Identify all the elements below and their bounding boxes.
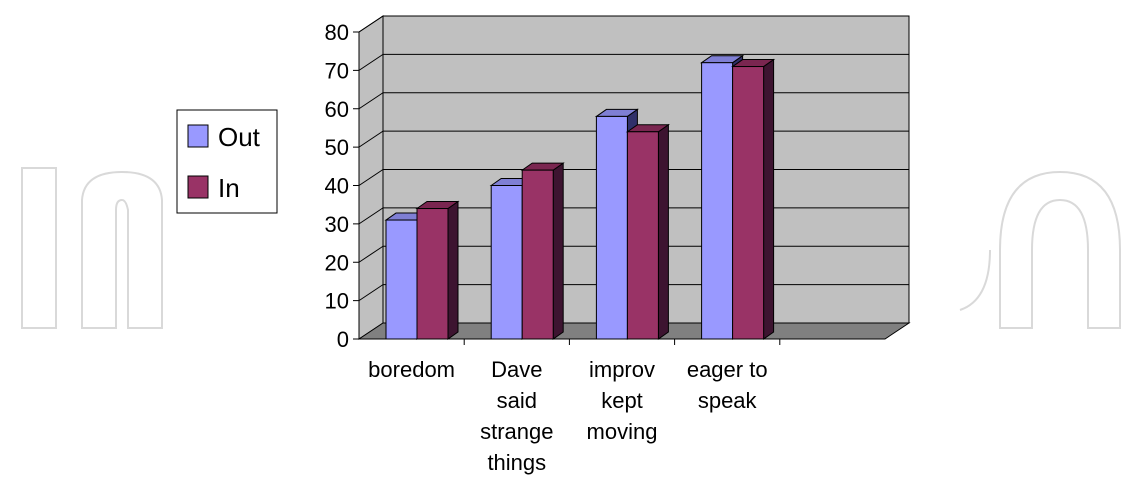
y-tick-label: 80	[325, 20, 349, 45]
x-category-label: said	[497, 388, 537, 413]
x-category-label: Dave	[491, 357, 542, 382]
x-axis-labels: boredom Dave said strange things improv kept mo…	[368, 339, 781, 475]
legend-swatch-out	[187, 124, 209, 148]
y-tick-label: 60	[325, 97, 349, 122]
bars	[384, 54, 776, 340]
legend-swatch-in	[187, 175, 209, 199]
y-tick-label: 70	[325, 58, 349, 83]
gridline	[358, 53, 909, 71]
bar-out	[490, 185, 523, 340]
y-tick-label: 20	[325, 250, 349, 275]
x-category-label: speak	[698, 388, 758, 413]
x-category-label: boredom	[368, 357, 455, 382]
bar-out	[385, 219, 418, 340]
legend: Out In	[176, 109, 278, 214]
bar-side-in	[552, 162, 564, 340]
bar-in	[732, 66, 765, 340]
y-tick-label: 10	[325, 289, 349, 314]
bar-side-in	[657, 123, 669, 340]
x-category-label: strange	[480, 419, 553, 444]
y-tick-label: 40	[325, 174, 349, 199]
x-category-label: kept	[601, 388, 643, 413]
gridline	[358, 15, 909, 33]
legend-label-out: Out	[218, 122, 261, 152]
bar-in	[416, 208, 449, 340]
x-category-label: improv	[589, 357, 655, 382]
bar-out	[595, 115, 628, 340]
legend-label-in: In	[218, 173, 240, 203]
x-category-label: moving	[587, 419, 658, 444]
bar-in	[626, 131, 659, 340]
bar-side-in	[763, 58, 775, 340]
y-tick-label: 30	[325, 212, 349, 237]
y-tick-label: 0	[337, 327, 349, 352]
watermark-logo	[21, 167, 1121, 329]
x-category-label: things	[487, 450, 546, 475]
y-tick-label: 50	[325, 135, 349, 160]
bar-out	[701, 62, 734, 340]
x-category-label: eager to	[687, 357, 768, 382]
bar-in	[521, 169, 554, 340]
bar-side-in	[447, 200, 459, 340]
